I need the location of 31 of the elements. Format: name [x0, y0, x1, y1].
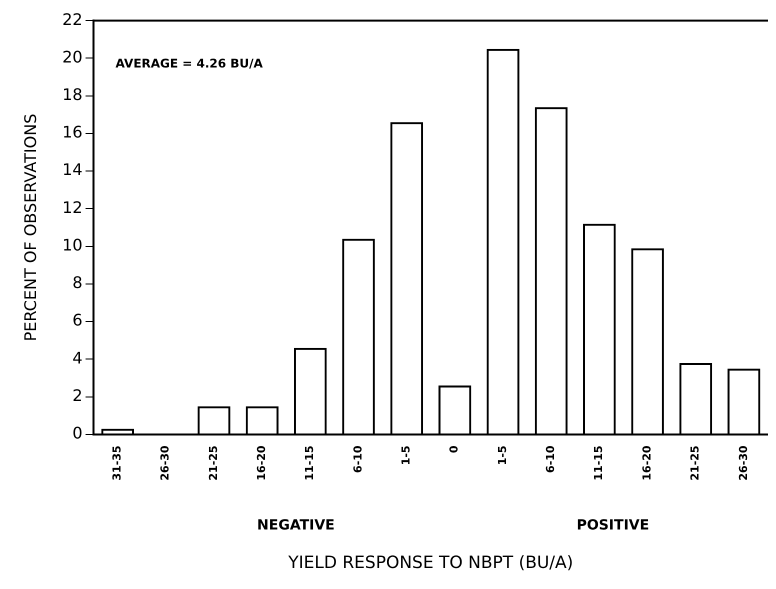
- y-axis-title: PERCENT OF OBSERVATIONS: [20, 114, 40, 342]
- x-tick-label: 6-10: [351, 445, 364, 473]
- y-tick-label: 0: [72, 424, 83, 443]
- y-tick-label: 6: [72, 310, 83, 330]
- x-axis-title: YIELD RESPONSE TO NBPT (BU/A): [287, 553, 574, 574]
- y-tick-label: 2: [72, 386, 83, 405]
- x-tick-label: 26-30: [158, 445, 172, 481]
- y-tick-label: 18: [62, 84, 83, 104]
- x-tick-label: 21-25: [688, 445, 702, 481]
- x-tick-label: 6-10: [544, 445, 558, 473]
- x-tick-label: 26-30: [736, 445, 750, 481]
- x-tick-label: 1-5: [496, 445, 509, 466]
- y-tick-label: 14: [62, 160, 83, 180]
- y-tick-label: 20: [62, 47, 83, 66]
- x-tick-label: 11-15: [303, 445, 316, 481]
- y-tick-label: 8: [72, 273, 83, 292]
- x-tick-label: 16-20: [255, 445, 268, 481]
- y-tick-label: 22: [62, 10, 83, 29]
- y-tick-label: 16: [62, 122, 83, 142]
- text: POSITIVE: [576, 517, 650, 534]
- annotation: AVERAGE = 4.26 BU/A: [116, 56, 264, 71]
- x-tick-label: 0: [448, 445, 461, 454]
- x-tick-label: 21-25: [206, 445, 220, 481]
- x-tick-label: 1-5: [400, 445, 413, 466]
- text: NEGATIVE: [257, 517, 335, 534]
- x-tick-label: 31-35: [110, 445, 124, 481]
- y-tick-label: 10: [62, 235, 83, 254]
- y-tick-label: 12: [62, 198, 83, 217]
- x-tick-label: 11-15: [592, 445, 606, 481]
- x-tick-label: 16-20: [640, 445, 654, 481]
- y-tick-label: 4: [72, 348, 83, 368]
